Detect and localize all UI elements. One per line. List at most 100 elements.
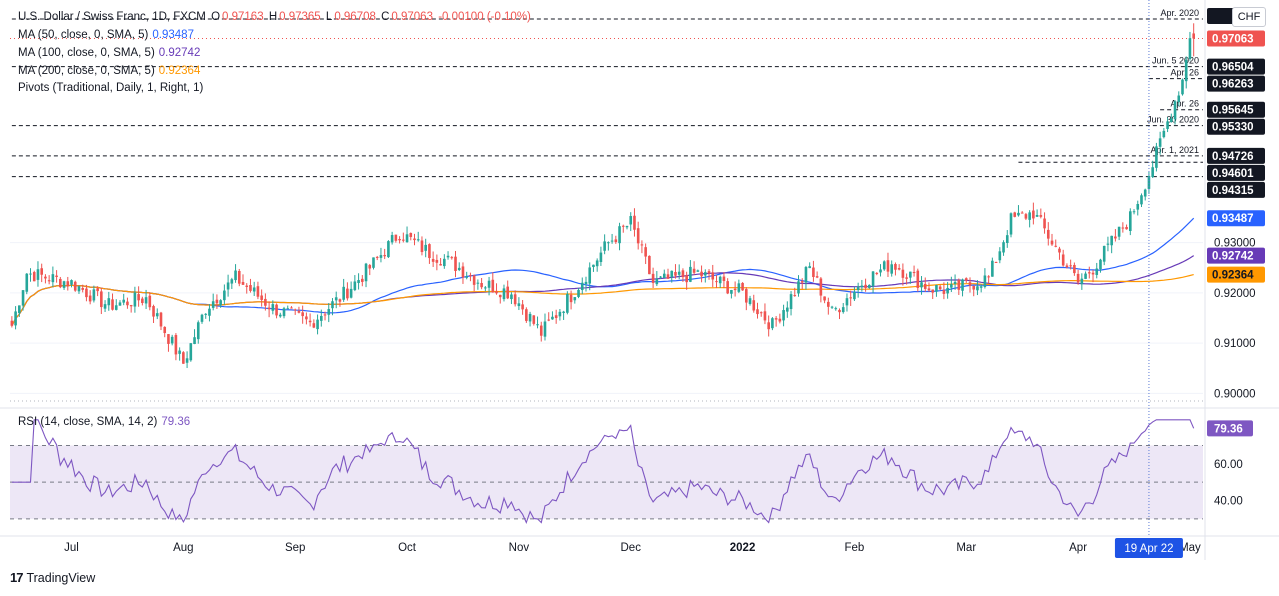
low-label: L [325,11,333,23]
candle-body [950,284,953,288]
candle [252,281,256,297]
candle [66,276,70,291]
candle [812,260,815,282]
candle-body [32,272,36,282]
candle-body [1028,212,1031,220]
candle [435,254,439,271]
candle-body [942,290,946,294]
candle [1084,271,1087,280]
candle-body [633,215,636,230]
candle-body [815,276,819,278]
candle-body [1054,245,1058,247]
candle [838,308,841,320]
candle-body [1017,212,1020,216]
candle [62,280,66,290]
candle-body [938,286,942,290]
change-value: -0.00100 (-0.10%) [438,11,531,23]
candle-body [431,258,435,262]
candle [1076,269,1080,285]
candle [618,222,621,251]
rsi-legend[interactable]: RSI (14, close, SMA, 14, 2) 79.36 [18,416,190,428]
candles [10,23,1195,369]
candle-body [278,314,282,317]
candle-body [141,298,144,304]
currency-button[interactable]: CHF [1232,7,1266,27]
price-label-text: 0.94726 [1212,151,1254,163]
candle [607,241,610,251]
candle-body [174,335,178,355]
time-tick-label: May [1179,542,1201,554]
candle-body [737,283,741,292]
candle [1110,235,1113,254]
candle-body [636,228,640,244]
candle-body [808,266,811,269]
candle [711,264,715,288]
candle-body [219,300,222,306]
candle-body [327,309,331,315]
pivots-legend[interactable]: Pivots (Traditional, Daily, 1, Right, 1) [18,82,203,94]
tradingview-watermark[interactable]: 17 TradingView [10,570,95,585]
candle-body [286,308,290,310]
candle [696,269,700,272]
candle [241,274,245,285]
high-value: 0.97365 [279,11,321,23]
candle [912,265,916,277]
candle-body [625,225,629,228]
candle-body [994,261,998,263]
candle [506,280,510,300]
candle-body [25,273,29,292]
candle [763,303,767,325]
ma50-legend[interactable]: MA (50, close, 0, SMA, 5) 0.93487 [18,29,194,41]
pivot-level-note: Apr. 2020 [1160,8,1199,18]
ma100-legend[interactable]: MA (100, close, 0, SMA, 5) 0.92742 [18,47,200,59]
candle [1020,211,1024,214]
price-label-box [1207,247,1265,264]
candle-body [62,281,66,288]
candle [1170,113,1173,123]
candle [88,290,92,305]
candle-body [882,261,886,270]
candle-body [241,281,245,285]
candle [860,279,864,292]
candle [525,307,528,323]
candle [431,251,435,267]
candle [599,246,603,266]
ma100-label: MA (100, close, 0, SMA, 5) [18,47,155,59]
candle-body [1121,227,1125,229]
candle [614,235,618,244]
candle [648,255,651,275]
ma200-legend[interactable]: MA (200, close, 0, SMA, 5) 0.92364 [18,65,200,77]
candle-body [1073,264,1076,274]
candle-body [1132,211,1136,213]
candle-body [905,277,908,279]
candle [476,279,480,290]
candle-body [1166,121,1169,129]
candle [416,231,420,242]
candle [159,311,163,331]
candle [129,304,133,313]
candle-body [73,281,77,291]
candle-body [1069,265,1072,267]
candle [44,274,47,284]
candle [267,301,271,318]
candle [178,347,181,361]
candle-body [308,320,312,323]
candle [644,243,647,265]
candle-body [1173,101,1177,120]
candle-body [927,288,931,291]
candle [1106,236,1110,252]
rsi-value-badge: 79.36 [1207,420,1253,437]
candle-body [957,280,961,290]
candle [234,264,237,283]
symbol-title[interactable]: U.S. Dollar / Swiss Franc, 1D, FXCM [18,11,206,23]
candle-body [316,319,319,330]
candle [387,240,390,259]
pivot-level-note: Apr. 26 [1170,99,1199,109]
candle-body [532,315,536,324]
crosshair-date-box [1114,538,1183,558]
ma50-value: 0.93487 [152,29,194,41]
candle [308,313,312,327]
candle-body [420,240,424,253]
candle-body [252,287,256,292]
